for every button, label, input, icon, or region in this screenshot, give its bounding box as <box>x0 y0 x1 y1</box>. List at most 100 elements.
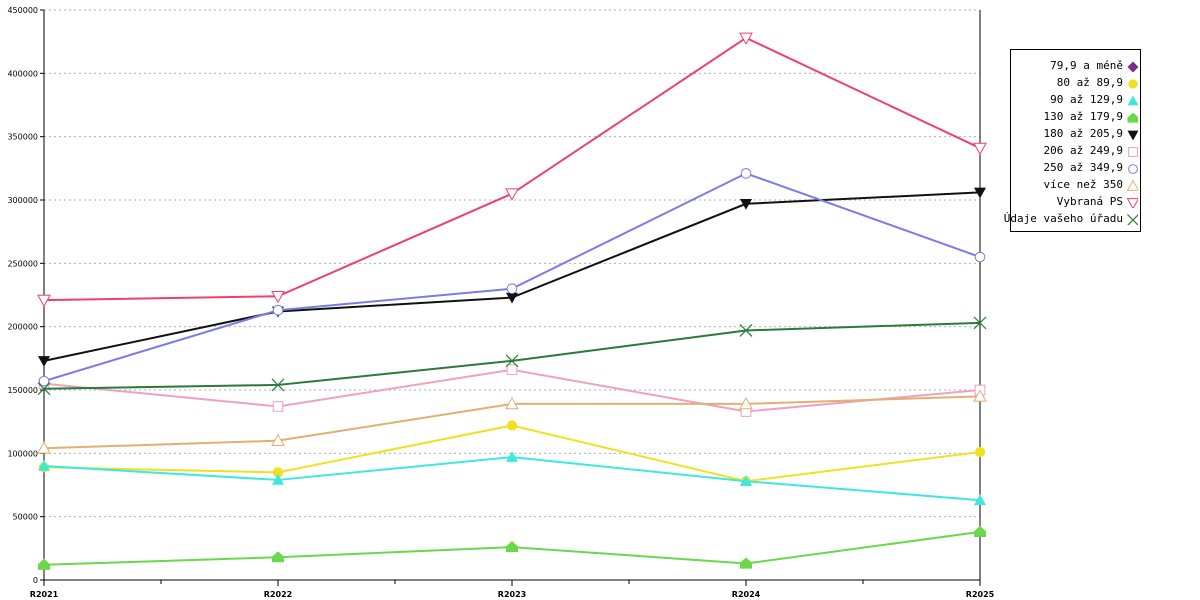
marker-circle-open <box>1128 163 1138 174</box>
legend-marker-icon <box>1128 146 1138 157</box>
marker-triangle-down <box>740 199 752 210</box>
legend-item: Vybraná PS <box>1057 193 1140 210</box>
marker-triangle-up-open <box>739 396 753 410</box>
legend-marker-icon <box>1127 213 1138 225</box>
y-tick-label: 350000 <box>7 133 38 142</box>
marker-triangle-down <box>1127 130 1138 140</box>
marker-triangle-down-open <box>505 188 519 201</box>
y-tick-label: 400000 <box>7 69 38 78</box>
legend-item: Údaje vašeho úřadu <box>1004 210 1140 227</box>
y-tick-label: 0 <box>33 576 38 585</box>
marker-x-stroke <box>1127 213 1138 225</box>
marker-circle <box>506 420 518 431</box>
y-axis-ticks: 0 50000 100000 150000 200000 250000 300000 3500… <box>7 6 38 585</box>
legend-marker-icon <box>1127 112 1138 123</box>
series-6 <box>38 168 986 387</box>
marker-square-open <box>272 401 284 412</box>
marker-triangle-down-open <box>271 290 285 304</box>
marker-square-open <box>506 364 518 376</box>
marker-circle-open <box>38 375 50 387</box>
series-layer <box>37 32 987 570</box>
legend-marker-icon <box>1126 197 1138 208</box>
y-tick-label: 200000 <box>7 323 38 332</box>
legend-label: Vybraná PS <box>1056 195 1123 208</box>
marker-circle-open <box>272 304 284 316</box>
series-8 <box>37 32 987 308</box>
legend-marker-icon <box>1126 178 1138 191</box>
legend-marker-icon <box>1127 95 1138 105</box>
marker-house <box>506 541 518 553</box>
marker-x <box>271 378 285 392</box>
legend-item: 180 až 205,9 <box>1044 125 1140 142</box>
marker-x-stroke <box>739 324 753 337</box>
legend-item: 130 až 179,9 <box>1044 108 1140 125</box>
x-tick-label: R2024 <box>732 590 761 599</box>
marker-house <box>740 557 752 569</box>
legend-label: 206 až 249,9 <box>1043 144 1123 157</box>
marker-triangle-down-open <box>739 32 753 45</box>
legend-item: 79,9 a méně <box>1050 57 1140 74</box>
marker-triangle-down-open <box>1126 197 1138 208</box>
series-line <box>43 321 981 390</box>
marker-x <box>973 316 987 330</box>
marker-triangle-up-open <box>1126 178 1138 191</box>
marker-diamond <box>1127 61 1138 72</box>
y-tick-label: 250000 <box>7 259 38 268</box>
y-tick-label: 450000 <box>7 6 38 15</box>
legend-label: 79,9 a méně <box>1050 59 1123 72</box>
legend-item: 206 až 249,9 <box>1044 142 1140 159</box>
marker-triangle-down-open <box>973 142 987 156</box>
y-tick-label: 50000 <box>13 513 38 522</box>
legend-label: 80 až 89,9 <box>1056 76 1123 89</box>
series-line <box>43 456 981 502</box>
marker-circle-open <box>740 168 752 179</box>
legend-marker-icon <box>1127 61 1138 72</box>
marker-triangle-up-open <box>973 389 987 402</box>
marker-circle-open <box>974 251 986 263</box>
y-tick-label: 100000 <box>7 449 38 458</box>
legend-marker-icon <box>1128 78 1138 89</box>
x-axis-ticks: R2021 R2022 R2023 R2024 R2025 <box>30 590 995 599</box>
marker-circle-open <box>506 283 518 294</box>
x-tick-label: R2022 <box>264 590 292 599</box>
legend-item: 80 až 89,9 <box>1057 74 1140 91</box>
marker-x-stroke <box>973 316 987 330</box>
legend-label: 130 až 179,9 <box>1043 110 1123 123</box>
marker-house <box>38 558 50 570</box>
marker-x <box>505 354 519 368</box>
legend-item: 250 až 349,9 <box>1044 159 1140 176</box>
legend-item: 90 až 129,9 <box>1050 91 1140 108</box>
marker-triangle-down-open <box>37 294 51 308</box>
marker-x <box>739 324 753 337</box>
marker-x <box>1127 213 1138 225</box>
marker-circle <box>272 467 284 478</box>
marker-triangle-up <box>740 475 752 486</box>
marker-house <box>974 525 986 537</box>
marker-triangle-up <box>974 494 986 505</box>
marker-circle <box>1128 78 1138 89</box>
legend-item: více než 350 <box>1044 176 1140 193</box>
marker-x-stroke <box>271 378 285 392</box>
marker-triangle-down <box>974 187 986 199</box>
marker-triangle-up-open <box>271 433 285 446</box>
marker-house <box>272 551 284 563</box>
marker-triangle-up <box>38 460 50 471</box>
marker-x <box>37 382 51 396</box>
x-tick-label: R2025 <box>966 590 995 599</box>
legend-label: 90 až 129,9 <box>1050 93 1123 106</box>
series-3 <box>38 525 986 570</box>
x-tick-label: R2021 <box>30 590 59 599</box>
legend-label: více než 350 <box>1043 178 1123 191</box>
marker-house <box>1127 112 1138 123</box>
y-tick-label: 150000 <box>7 386 38 395</box>
marker-square-open <box>1128 146 1138 157</box>
legend-label: 250 až 349,9 <box>1043 161 1123 174</box>
legend-label: 180 až 205,9 <box>1043 127 1123 140</box>
marker-circle <box>974 446 986 458</box>
marker-triangle-up <box>272 473 284 485</box>
series-7 <box>37 389 987 454</box>
marker-triangle-up-open <box>505 396 519 410</box>
marker-x-stroke <box>37 382 51 396</box>
gridlines <box>44 9 980 518</box>
